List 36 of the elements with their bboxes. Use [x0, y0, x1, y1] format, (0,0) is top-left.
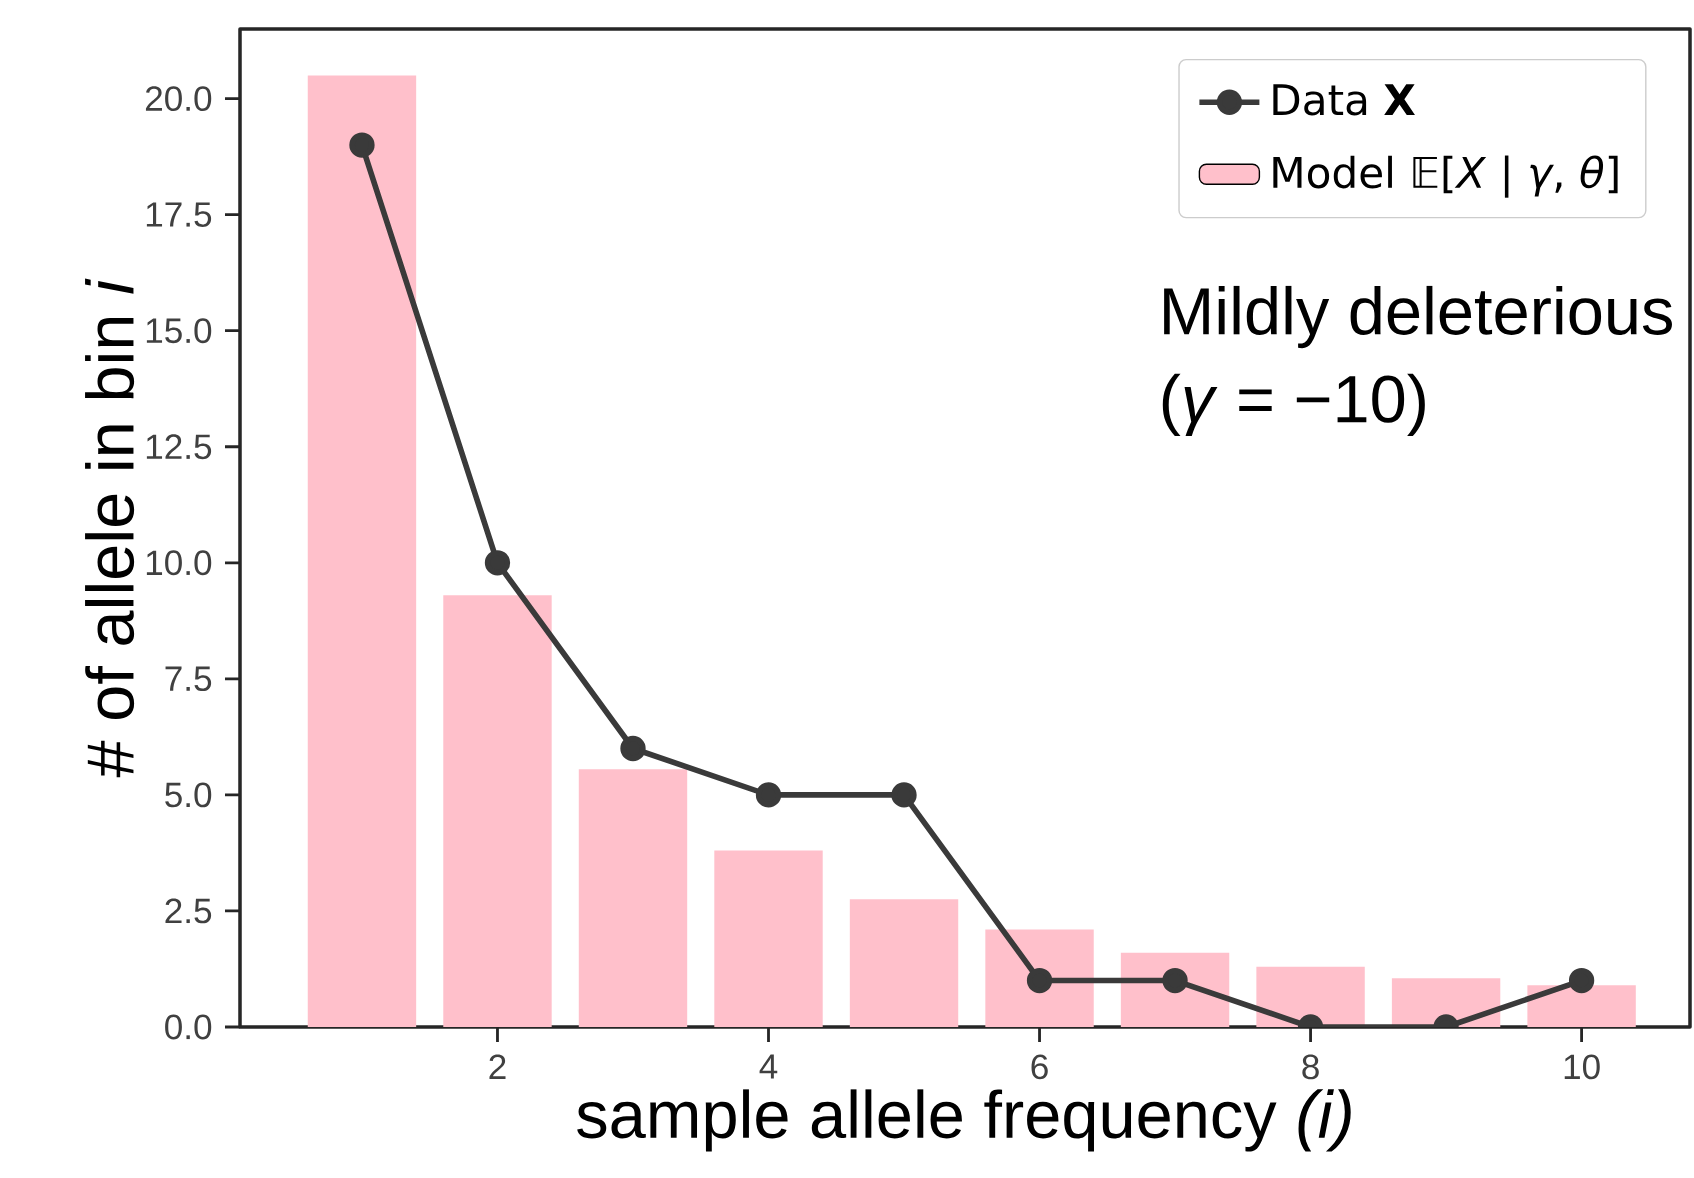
y-tick-label: 7.5 — [165, 666, 212, 692]
y-tick-label: 20.0 — [145, 86, 212, 112]
x-tick-label: 10 — [1564, 1054, 1600, 1080]
y-tick-label: 2.5 — [165, 898, 212, 924]
x-tick-label: 8 — [1302, 1054, 1319, 1080]
point — [1026, 967, 1053, 994]
bar — [985, 929, 1094, 1027]
bar — [443, 595, 552, 1027]
legend-label: Data X — [1273, 84, 1415, 116]
y-tick-label: 0.0 — [165, 1014, 212, 1040]
x-axis-title: sample allele frequency (i) — [577, 1089, 1351, 1152]
x-tick-label: 2 — [489, 1054, 506, 1079]
point — [1162, 967, 1188, 994]
bar — [1527, 985, 1636, 1027]
bar — [578, 769, 688, 1027]
point — [1568, 967, 1595, 994]
bar — [307, 75, 417, 1027]
y-tick-label: 17.5 — [146, 202, 212, 227]
bar — [1256, 966, 1365, 1027]
y-tick-label: 10.0 — [146, 550, 212, 576]
legend-label: Model 𝔼[X | γ, θ] — [1273, 155, 1618, 198]
point — [620, 735, 646, 762]
point — [755, 782, 782, 808]
bar — [849, 899, 959, 1027]
y-tick-label: 12.5 — [146, 434, 212, 460]
point — [891, 782, 917, 808]
bar — [714, 850, 823, 1027]
y-tick-label: 5.0 — [165, 782, 212, 808]
annotation: (γ = −10) — [1162, 373, 1425, 436]
x-tick-label: 4 — [759, 1054, 778, 1079]
y-axis-title: # of allele in bin i — [85, 278, 135, 778]
point — [349, 132, 375, 158]
x-tick-label: 6 — [1031, 1054, 1048, 1080]
point — [484, 550, 511, 576]
y-tick-label: 15.0 — [146, 318, 212, 344]
annotation: Mildly deleterious — [1164, 285, 1672, 349]
